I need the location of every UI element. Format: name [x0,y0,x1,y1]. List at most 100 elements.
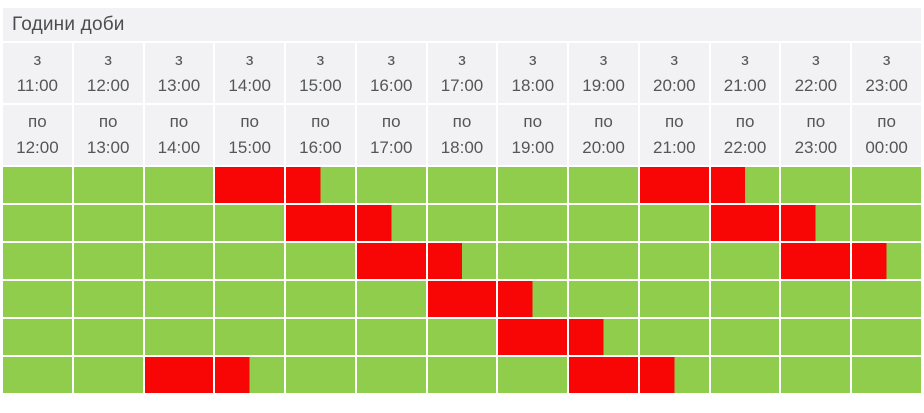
schedule-cell [215,319,285,355]
schedule-cell [427,319,497,355]
preposition-label: по [452,112,472,131]
schedule-cell [852,319,921,355]
time-label: 16:00 [299,138,342,157]
schedule-cell [498,167,568,203]
header-cell-to: по 15:00 [215,105,285,165]
time-label: 22:00 [794,76,838,95]
schedule-cell [3,167,72,203]
schedule-cell [215,205,285,241]
preposition-label: з [104,50,113,69]
schedule-cell [639,281,709,317]
schedule-cell [852,167,921,203]
schedule-cell [710,357,780,393]
header-cell-to: по 20:00 [569,105,638,165]
header-cell-to: по 17:00 [356,105,426,165]
schedule-cell [710,319,780,355]
schedule-cell [569,205,638,241]
schedule-cell [710,243,780,279]
time-label: 23:00 [794,138,838,157]
hours-of-day-panel: Години доби з 11:00 з 12:00 з 13:00 з 14:00 з 15:… [3,8,921,393]
preposition-label: по [169,112,189,131]
time-label: 21:00 [653,138,696,157]
schedule-cell [781,319,851,355]
schedule-cell [73,357,143,393]
schedule-cell [852,357,921,393]
header-cell-from: з 16:00 [356,43,426,103]
header-cell-to: по 16:00 [286,105,355,165]
schedule-cell [569,319,638,355]
schedule-cell [427,205,497,241]
time-label: 20:00 [582,138,625,157]
schedule-cell [569,281,638,317]
schedule-cell [73,167,143,203]
time-label: 12:00 [16,138,59,157]
schedule-cell [286,205,355,241]
time-label: 19:00 [511,138,555,157]
schedule-cell [852,243,921,279]
time-label: 16:00 [369,76,413,95]
schedule-cell [73,281,143,317]
preposition-label: по [311,112,330,131]
header-cell-to: по 13:00 [73,105,143,165]
schedule-cell [215,243,285,279]
schedule-cell [427,357,497,393]
header-cell-from: з 19:00 [569,43,638,103]
schedule-cell [781,357,851,393]
time-label: 15:00 [299,76,342,95]
preposition-label: з [175,50,183,69]
header-cell-to: по 00:00 [852,105,921,165]
time-label: 00:00 [865,138,908,157]
schedule-cell [639,357,709,393]
schedule-cell [498,243,568,279]
preposition-label: з [670,50,679,69]
preposition-label: з [316,50,325,69]
schedule-cell [215,357,285,393]
header-cell-from: з 13:00 [144,43,214,103]
time-label: 13:00 [157,76,201,95]
preposition-label: по [594,112,613,131]
time-label: 20:00 [653,76,696,95]
schedule-cell [356,357,426,393]
header-cell-from: з 17:00 [427,43,497,103]
time-label: 11:00 [16,76,59,95]
schedule-cell [781,205,851,241]
schedule-cell [215,281,285,317]
schedule-cell [3,243,72,279]
schedule-cell [73,243,143,279]
time-label: 17:00 [440,76,484,95]
preposition-label: по [877,112,896,131]
schedule-cell [781,243,851,279]
preposition-label: по [664,112,684,131]
schedule-cell [781,167,851,203]
schedule-cell [498,281,568,317]
preposition-label: з [811,50,820,69]
header-cell-to: по 12:00 [3,105,72,165]
preposition-label: по [28,112,47,131]
schedule-cell [3,281,72,317]
schedule-cell [73,205,143,241]
schedule-cell [144,205,214,241]
time-label: 21:00 [723,76,767,95]
header-row-from: з 11:00 з 12:00 з 13:00 з 14:00 з 15:00 з 16:00 з 17:… [3,43,921,103]
panel-title: Години доби [3,8,921,41]
preposition-label: з [599,50,608,69]
header-cell-from: з 12:00 [73,43,143,103]
preposition-label: з [33,50,42,69]
schedule-cell [144,357,214,393]
time-label: 23:00 [865,76,908,95]
header-row-to: по 12:00 по 13:00 по 14:00 по 15:00 по 16:00 по 17:… [3,105,921,165]
header-cell-to: по 22:00 [710,105,780,165]
preposition-label: по [98,112,118,131]
schedule-cell [73,319,143,355]
preposition-label: з [741,50,749,69]
header-cell-to: по 19:00 [498,105,568,165]
preposition-label: з [458,50,466,69]
preposition-label: по [806,112,826,131]
preposition-label: по [523,112,543,131]
header-cell-to: по 21:00 [639,105,709,165]
schedule-cell [781,281,851,317]
time-label: 14:00 [157,138,201,157]
schedule-cell [356,167,426,203]
header-cell-from: з 11:00 [3,43,72,103]
header-cell-to: по 18:00 [427,105,497,165]
